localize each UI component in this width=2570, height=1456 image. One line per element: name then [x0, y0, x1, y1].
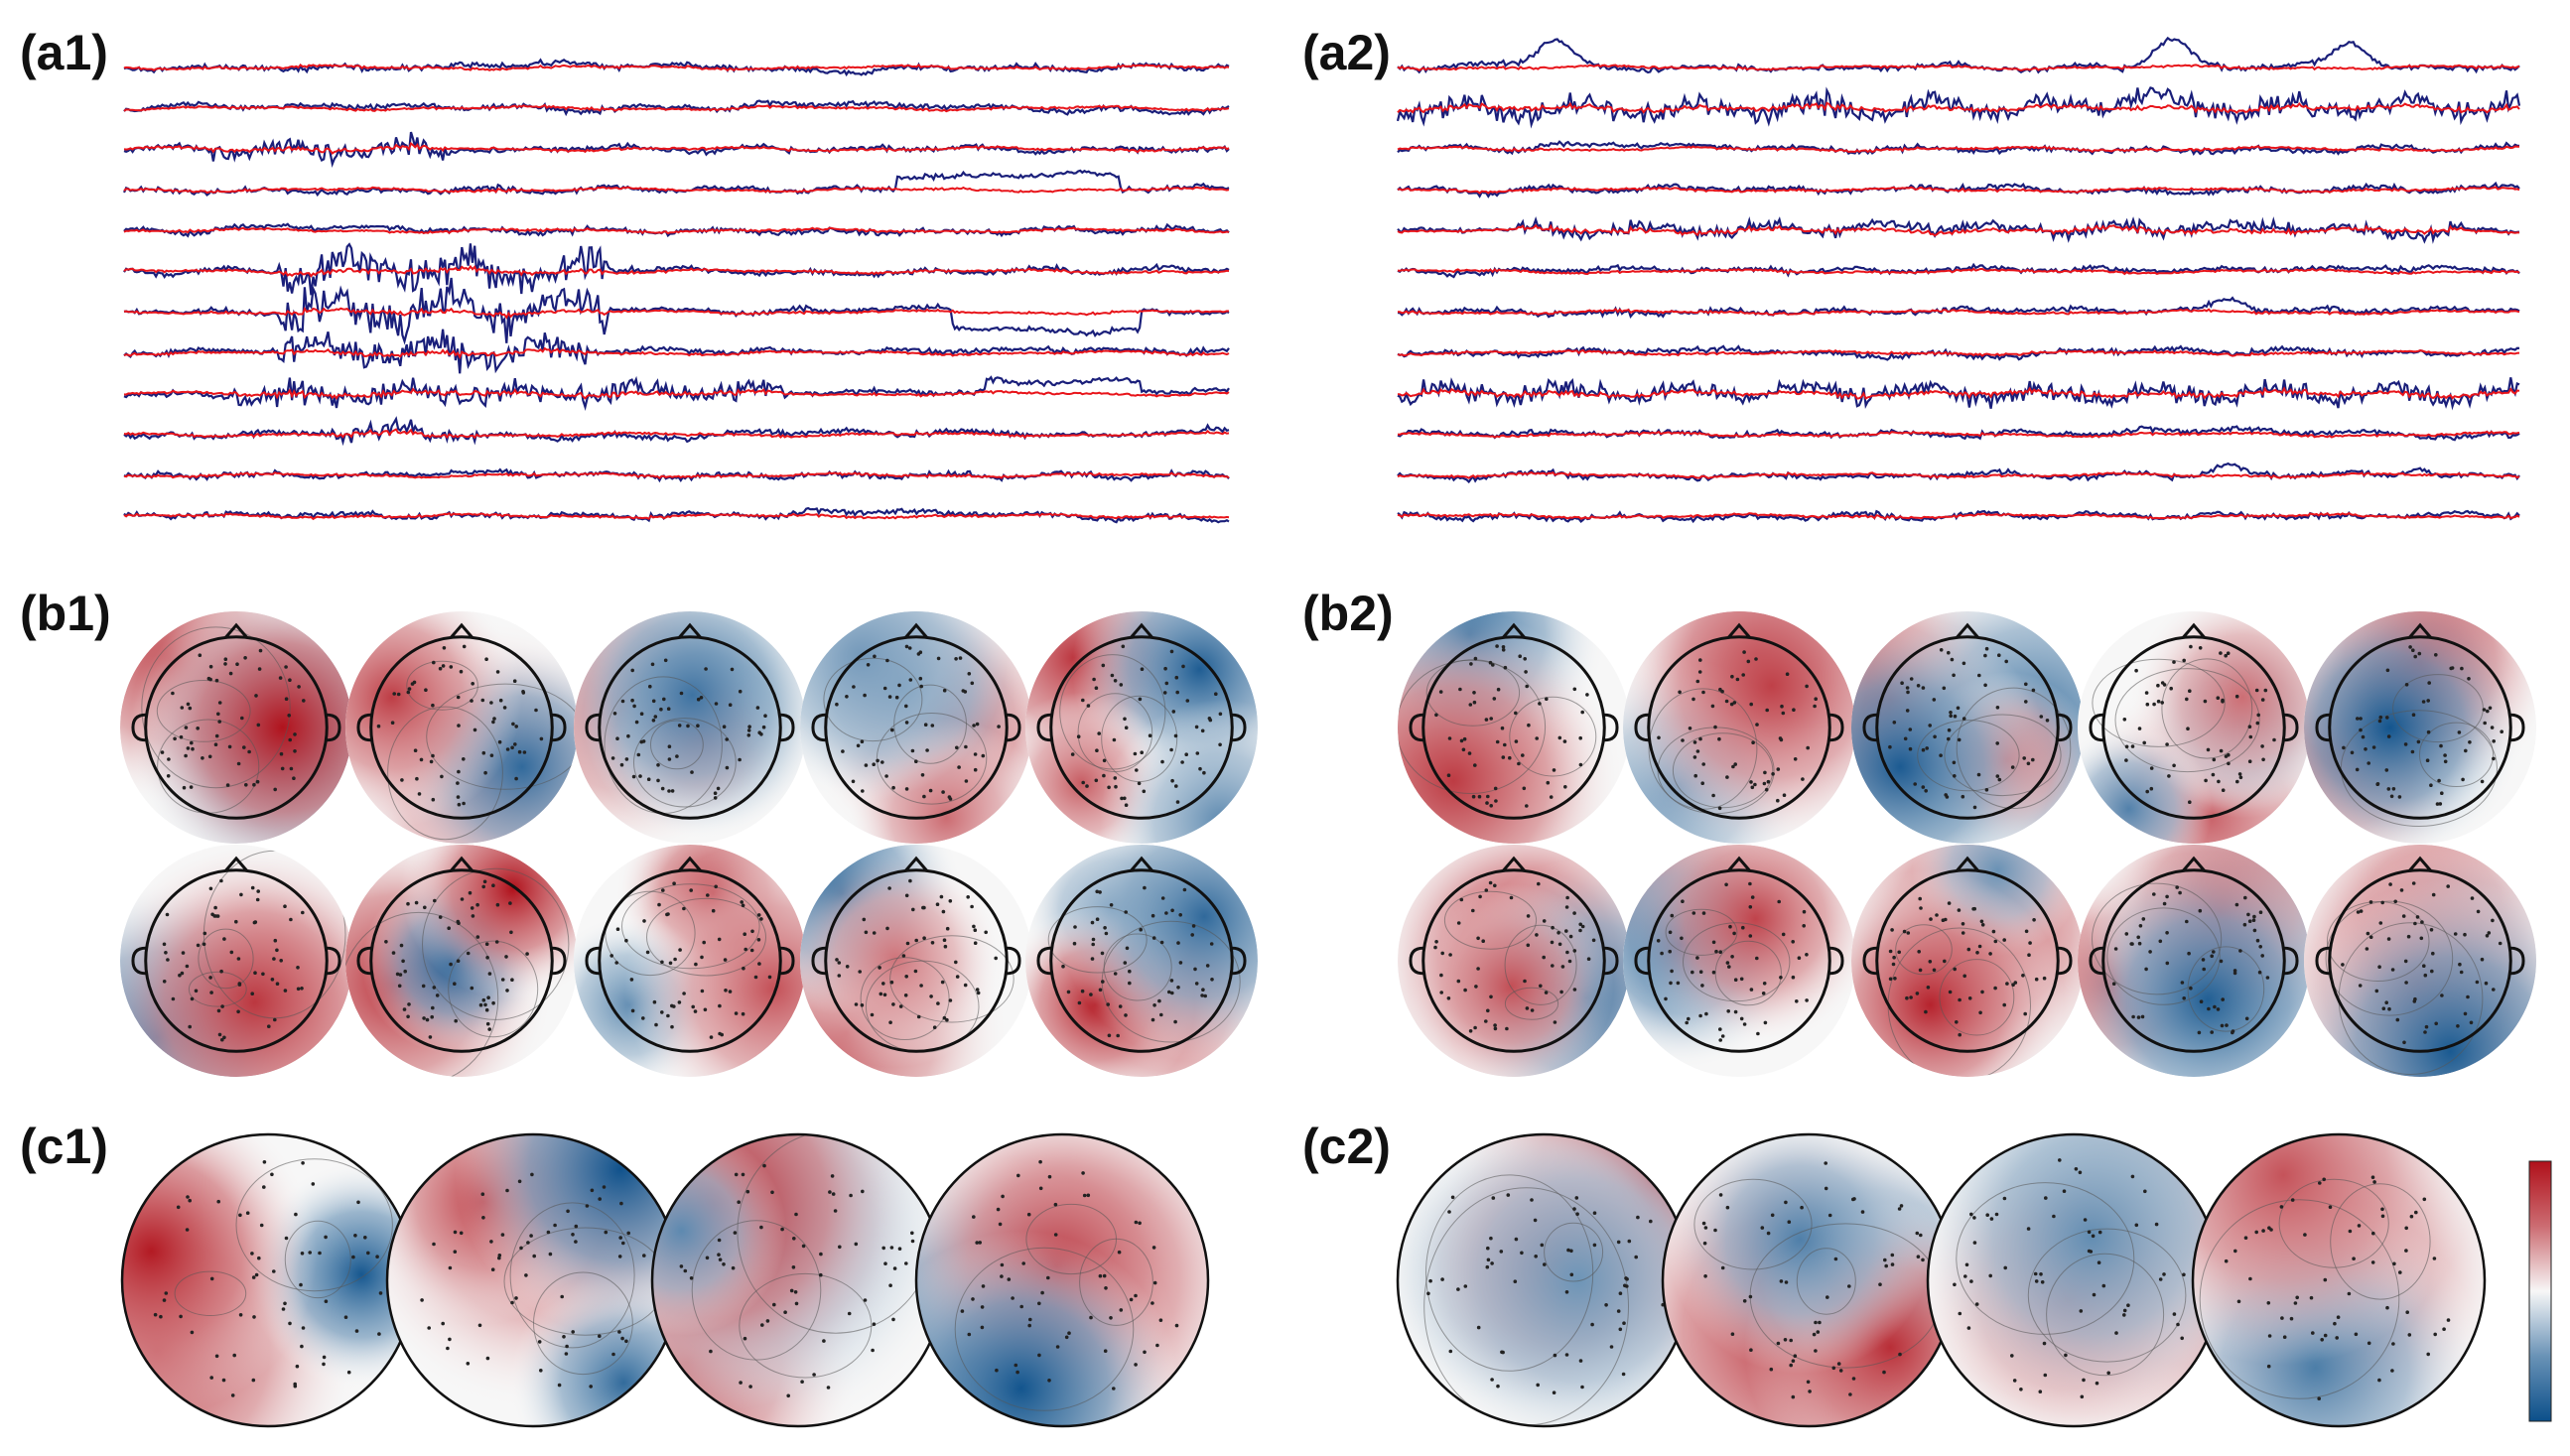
- topomap-b2-7: [1623, 845, 1855, 1077]
- trace-raw-ch10: [123, 416, 1230, 447]
- topomap-b2-6: [1398, 845, 1630, 1077]
- trace-raw-ch1: [123, 58, 1230, 77]
- trace-clean-ch6: [1397, 267, 2520, 276]
- trace-raw-ch1: [1397, 36, 2520, 74]
- trace-clean-ch11: [1397, 470, 2520, 479]
- topomap-b2-8: [1851, 845, 2084, 1077]
- trace-clean-ch9: [123, 387, 1230, 400]
- topomap-b1-2: [345, 611, 578, 844]
- trace-raw-ch4: [122, 169, 1230, 198]
- topomap-c1-2: [385, 1132, 681, 1428]
- trace-clean-ch4: [123, 186, 1230, 195]
- trace-clean-ch9: [1397, 386, 2520, 400]
- trace-clean-ch4: [1397, 186, 2520, 195]
- trace-raw-ch3: [1397, 140, 2520, 157]
- trace-clean-ch6: [123, 264, 1230, 278]
- topomap-b2-3: [1851, 611, 2084, 844]
- trace-clean-ch7: [123, 307, 1230, 320]
- topomap-b2-5: [2304, 611, 2536, 844]
- trace-raw-ch9: [123, 375, 1230, 412]
- topomap-b1-3: [574, 611, 806, 844]
- trace-clean-ch11: [123, 471, 1230, 479]
- panel-label-a2: (a2): [1302, 25, 1391, 80]
- trace-raw-ch7: [1397, 296, 2520, 319]
- trace-clean-ch1: [123, 64, 1230, 72]
- topomap-b2-10: [2304, 845, 2536, 1077]
- trace-clean-ch10: [1397, 430, 2520, 439]
- trace-clean-ch8: [123, 346, 1230, 360]
- trace-clean-ch12: [123, 512, 1230, 521]
- trace-raw-ch8: [123, 329, 1230, 374]
- trace-raw-ch5: [1397, 216, 2520, 244]
- trace-raw-ch6: [123, 242, 1230, 296]
- trace-clean-ch1: [1397, 64, 2520, 72]
- topomaps-b1: [120, 611, 1258, 1077]
- trace-clean-ch2: [1397, 101, 2520, 114]
- eeg-traces-a1: [122, 58, 1230, 524]
- trace-clean-ch12: [1397, 511, 2520, 520]
- trace-clean-ch3: [123, 141, 1230, 155]
- topomap-b2-4: [2078, 611, 2310, 844]
- panel-label-b2: (b2): [1302, 586, 1394, 641]
- trace-clean-ch3: [1397, 145, 2519, 154]
- panel-label-c1: (c1): [20, 1119, 108, 1174]
- topomap-c2-1: [1396, 1132, 1691, 1428]
- topomap-b2-2: [1623, 611, 1855, 844]
- topomap-c2-3: [1926, 1132, 2222, 1428]
- trace-raw-ch6: [1397, 262, 2520, 279]
- topomap-b1-5: [1025, 611, 1258, 844]
- topomap-b1-10: [1025, 845, 1258, 1077]
- eeg-traces-a2: [1396, 36, 2521, 524]
- trace-clean-ch10: [123, 428, 1230, 440]
- topomap-b1-7: [345, 845, 578, 1077]
- topomap-c1-1: [120, 1132, 416, 1428]
- topomaps-b2: [1398, 611, 2536, 1077]
- topomaps-c1: [120, 1132, 1210, 1428]
- topomap-b1-6: [120, 845, 352, 1077]
- trace-raw-ch11: [1397, 462, 2520, 484]
- trace-clean-ch5: [123, 226, 1230, 235]
- trace-clean-ch8: [1397, 348, 2520, 357]
- topomap-c1-4: [914, 1132, 1210, 1428]
- topomap-c2-4: [2191, 1132, 2487, 1428]
- trace-raw-ch2: [123, 99, 1230, 117]
- topomap-b1-1: [120, 611, 352, 844]
- topomap-c2-2: [1661, 1132, 1957, 1428]
- topomap-b1-8: [574, 845, 806, 1077]
- topomap-b1-4: [800, 611, 1032, 844]
- topomap-c1-3: [650, 1132, 946, 1428]
- trace-clean-ch2: [123, 103, 1230, 113]
- panel-label-b1: (b1): [20, 586, 111, 641]
- trace-clean-ch7: [1397, 308, 2520, 317]
- topomaps-c2: [1396, 1132, 2487, 1428]
- colorbar-bar: [2528, 1160, 2552, 1422]
- topomap-b1-9: [800, 845, 1032, 1077]
- panel-label-a1: (a1): [20, 25, 108, 80]
- panel-label-c2: (c2): [1302, 1119, 1391, 1174]
- colorbar: [2528, 1160, 2552, 1422]
- topomap-b2-9: [2078, 845, 2310, 1077]
- trace-clean-ch5: [1397, 223, 2519, 237]
- topomap-b2-1: [1398, 611, 1630, 844]
